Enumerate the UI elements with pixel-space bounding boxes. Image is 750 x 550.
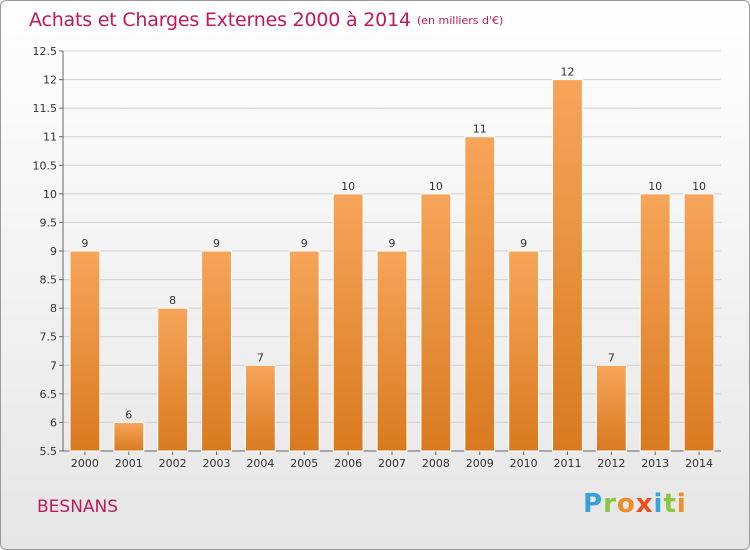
- bar: [244, 364, 276, 452]
- x-tick-label: 2005: [290, 457, 318, 470]
- data-label: 7: [608, 351, 615, 364]
- data-label: 10: [692, 180, 706, 193]
- bar: [464, 136, 496, 452]
- data-label: 10: [648, 180, 662, 193]
- data-label: 10: [429, 180, 443, 193]
- bar: [69, 250, 101, 452]
- bar: [552, 79, 583, 452]
- y-tick-label: 10: [43, 188, 57, 201]
- y-tick-label: 11.5: [33, 102, 58, 115]
- y-tick-label: 7.5: [40, 331, 58, 344]
- y-tick-label: 8.5: [40, 274, 58, 287]
- bar: [201, 250, 232, 452]
- x-tick-label: 2010: [510, 457, 538, 470]
- bar: [288, 250, 320, 452]
- bar: [332, 193, 364, 452]
- x-tick-label: 2007: [378, 457, 406, 470]
- y-tick-label: 5.5: [40, 445, 58, 458]
- y-tick-label: 9.5: [40, 216, 58, 229]
- x-tick-label: 2001: [115, 457, 143, 470]
- y-tick-label: 12: [43, 74, 57, 87]
- x-tick-label: 2002: [159, 457, 187, 470]
- location-label: BESNANS: [37, 497, 119, 517]
- y-tick-label: 6.5: [40, 388, 58, 401]
- x-tick-label: 2008: [422, 457, 450, 470]
- axes: 5.5 6 6.5 7 7.5 8 8.5 9 9.5 10 10.5 11 11.5 12 12.5 200…: [33, 45, 721, 470]
- bar: [376, 250, 408, 452]
- x-tick-label: 2000: [71, 457, 99, 470]
- bars: [69, 79, 715, 452]
- y-tick-label: 12.5: [33, 45, 58, 58]
- chart-title: Achats et Charges Externes 2000 à 2014: [29, 9, 411, 31]
- x-tick-label: 2009: [466, 457, 494, 470]
- bar: [639, 193, 671, 452]
- data-label: 9: [213, 237, 220, 250]
- proxiti-logo[interactable]: Proxiti: [583, 489, 687, 519]
- y-tick-label: 8: [50, 302, 57, 315]
- x-tick-label: 2013: [641, 457, 669, 470]
- data-label: 11: [473, 123, 487, 136]
- x-tick-label: 2012: [597, 457, 625, 470]
- x-tick-label: 2003: [203, 457, 231, 470]
- bar: [683, 193, 715, 452]
- bar: [113, 421, 145, 452]
- data-label: 12: [560, 66, 574, 79]
- bar: [420, 193, 452, 452]
- x-tick-label: 2006: [334, 457, 362, 470]
- y-tick-label: 10.5: [33, 159, 58, 172]
- data-label: 6: [125, 408, 132, 421]
- bar: [157, 307, 189, 452]
- y-tick-label: 6: [50, 416, 57, 429]
- y-tick-label: 7: [50, 359, 57, 372]
- data-label: 9: [301, 237, 308, 250]
- x-tick-label: 2014: [685, 457, 713, 470]
- labels: 9 6 8 9 7 9 10 9 10 11 9 12 7 10 10: [81, 66, 706, 422]
- data-label: 7: [257, 351, 264, 364]
- data-label: 8: [169, 294, 176, 307]
- y-tick-label: 11: [43, 131, 57, 144]
- bar: [508, 250, 540, 452]
- data-label: 9: [389, 237, 396, 250]
- bar: [595, 364, 627, 452]
- x-tick-label: 2011: [553, 457, 581, 470]
- data-label: 9: [520, 237, 527, 250]
- y-tick-label: 9: [50, 245, 57, 258]
- data-label: 10: [341, 180, 355, 193]
- data-label: 9: [81, 237, 88, 250]
- chart-unit: (en milliers d'€): [417, 14, 504, 27]
- x-tick-label: 2004: [246, 457, 274, 470]
